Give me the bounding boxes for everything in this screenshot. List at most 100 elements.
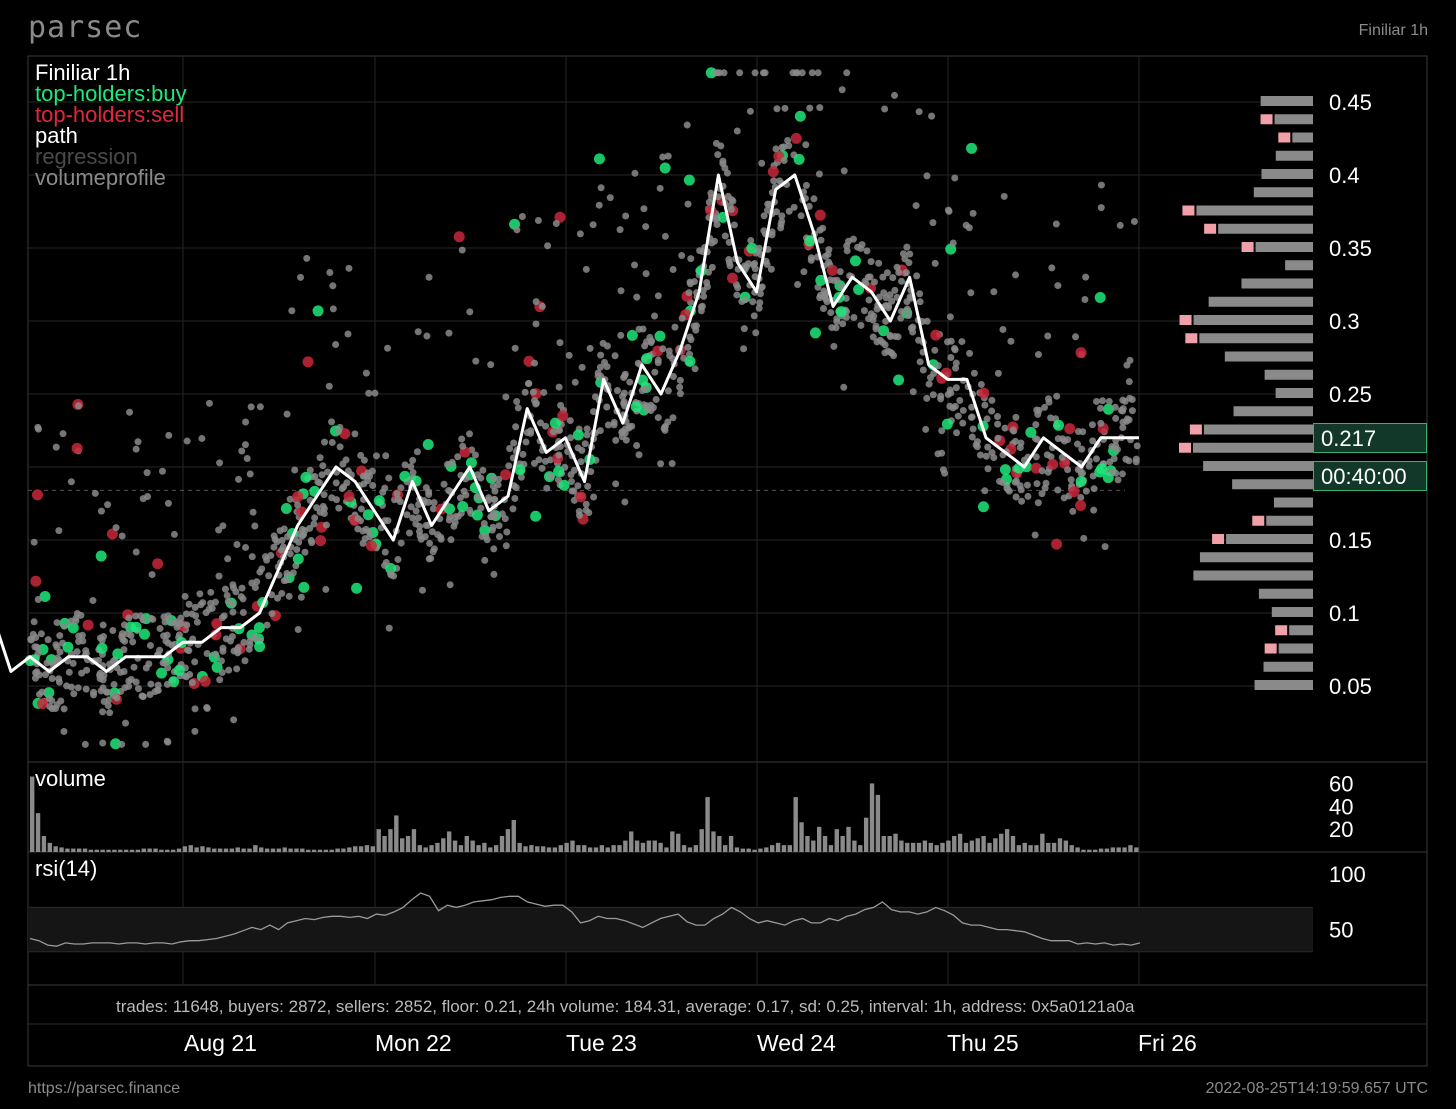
trade-point — [203, 649, 211, 657]
y-tick-label: 0.25 — [1329, 382, 1372, 407]
trade-point — [969, 425, 977, 433]
trade-point — [843, 69, 851, 77]
trade-point — [1044, 332, 1052, 340]
legend-item-buy[interactable]: top-holders:buy — [35, 81, 187, 106]
trade-point — [1051, 538, 1063, 550]
trade-point — [1077, 493, 1085, 501]
volume-bar — [118, 849, 123, 852]
trade-point — [52, 443, 60, 451]
trade-point — [978, 387, 990, 399]
trade-point — [547, 472, 555, 480]
trade-point — [1047, 458, 1059, 470]
trade-point — [929, 391, 937, 399]
trade-point — [139, 628, 151, 640]
trade-point — [736, 69, 744, 77]
trade-point — [1016, 482, 1024, 490]
trade-point — [191, 705, 199, 713]
trade-point — [617, 287, 625, 295]
trade-point — [540, 388, 548, 396]
trade-point — [669, 265, 677, 273]
trade-point — [890, 352, 898, 360]
volume-bar — [828, 845, 834, 852]
volume-bar — [1016, 845, 1022, 852]
trade-point — [112, 648, 124, 660]
trade-point — [372, 452, 380, 460]
trade-point — [747, 236, 755, 244]
trade-point — [429, 548, 437, 556]
trade-point — [664, 387, 672, 395]
trade-point — [999, 464, 1011, 476]
trade-point — [415, 514, 423, 522]
trade-point — [385, 474, 393, 482]
trade-point — [270, 532, 278, 540]
legend-item-path[interactable]: path — [35, 123, 78, 148]
volume-bar — [963, 842, 969, 852]
trade-point — [59, 430, 67, 438]
trade-point — [30, 575, 42, 587]
trade-point — [554, 476, 562, 484]
trade-point — [793, 153, 805, 165]
trade-point — [95, 550, 107, 562]
volume-bar — [687, 847, 693, 852]
volume-bar — [411, 829, 417, 852]
trade-point — [806, 104, 814, 112]
trade-point — [784, 137, 792, 145]
trade-point — [1132, 458, 1140, 466]
trade-point — [959, 406, 967, 414]
trade-point — [726, 202, 734, 210]
trade-point — [412, 520, 420, 528]
trade-point — [423, 332, 431, 340]
trade-point — [72, 614, 80, 622]
volume-profile-sell-bar — [1252, 515, 1265, 526]
trade-point — [711, 216, 719, 224]
trade-point — [751, 69, 759, 77]
trade-point — [711, 237, 719, 245]
trade-point — [319, 462, 327, 470]
legend-item-sell[interactable]: top-holders:sell — [35, 102, 185, 127]
trade-point — [344, 330, 352, 338]
trade-point — [760, 227, 768, 235]
footer-timestamp: 2022-08-25T14:19:59.657 UTC — [1205, 1080, 1428, 1097]
trade-point — [953, 429, 961, 437]
trade-point — [554, 211, 566, 223]
trade-point — [89, 597, 97, 605]
footer-url-link[interactable]: https://parsec.finance — [28, 1080, 181, 1097]
trade-point — [899, 250, 907, 258]
legend-item-regression[interactable]: regression — [35, 144, 138, 169]
trade-point — [640, 205, 648, 213]
trade-point — [454, 453, 462, 461]
trade-point — [923, 394, 931, 402]
trade-point — [1123, 361, 1131, 369]
trade-point — [256, 403, 264, 411]
legend-item-title[interactable]: Finiliar 1h — [35, 60, 131, 85]
trade-point — [825, 258, 833, 266]
trade-point — [889, 274, 897, 282]
trade-point — [762, 257, 770, 265]
trade-point — [797, 212, 805, 220]
trade-point — [719, 160, 727, 168]
trade-point — [412, 507, 420, 515]
trade-point — [242, 543, 250, 551]
trade-point — [510, 439, 518, 447]
volume-bar — [129, 849, 135, 852]
volume-bar — [1057, 838, 1063, 852]
trade-point — [700, 292, 708, 300]
trade-point — [74, 684, 82, 692]
trade-point — [1072, 333, 1080, 341]
trade-point — [1018, 497, 1026, 505]
volume-bar — [540, 846, 546, 852]
trade-point — [219, 522, 227, 530]
rsi-line — [29, 892, 1141, 947]
legend-item-volumeprofile[interactable]: volumeprofile — [35, 165, 166, 190]
trade-point — [982, 452, 990, 460]
trade-point — [513, 226, 521, 234]
trade-point — [538, 302, 546, 310]
volume-bar — [382, 836, 387, 852]
trade-point — [928, 112, 936, 120]
trade-point — [881, 349, 889, 357]
trade-point — [168, 619, 176, 627]
volume-bar — [570, 840, 575, 852]
volume-bar — [47, 842, 52, 852]
trade-point — [603, 363, 611, 371]
